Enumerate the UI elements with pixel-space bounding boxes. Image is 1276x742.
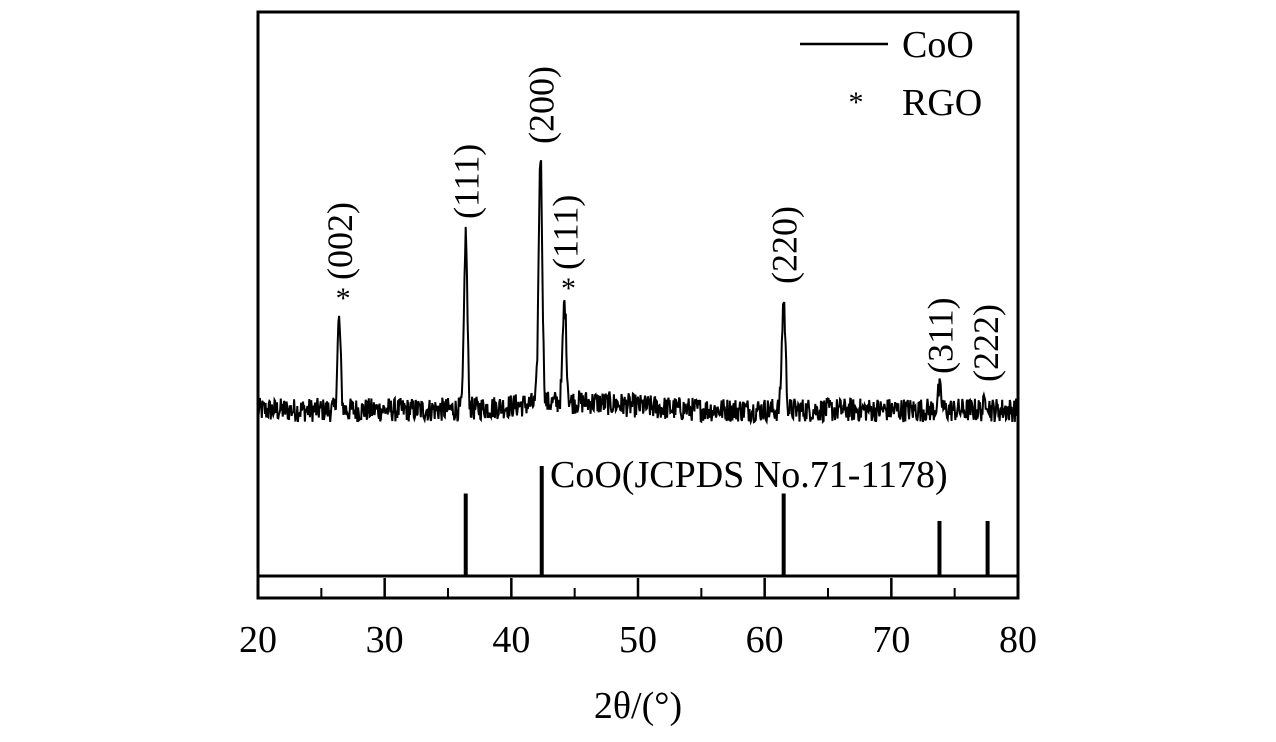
x-tick-label: 50 [619, 619, 657, 661]
reference-label: CoO(JCPDS No.71-1178) [550, 454, 948, 496]
legend-label-rgo: RGO [902, 82, 982, 124]
peak-label: (220) [765, 206, 805, 284]
plot-layer: 20 30 40 50 60 70 80 2θ/(°) CoO(JCPDS No.71-1178… [239, 10, 1037, 727]
rgo-star-marker: * [561, 272, 576, 305]
peak-label: (222) [966, 304, 1006, 382]
x-tick-label: 20 [239, 619, 277, 661]
rgo-star-marker: * [336, 282, 351, 315]
x-tick-label: 60 [746, 619, 784, 661]
legend-label-coo: CoO [902, 24, 974, 66]
x-tick-label: 80 [999, 619, 1037, 661]
peak-label: (002) [320, 202, 360, 280]
peak-label: (111) [546, 195, 586, 270]
peak-label: (311) [920, 297, 960, 374]
legend-star-marker: * [849, 86, 864, 119]
x-tick-label: 40 [492, 619, 530, 661]
peak-label: (111) [447, 144, 487, 219]
x-tick-label: 70 [872, 619, 910, 661]
x-axis-title: 2θ/(°) [594, 685, 682, 727]
peak-label: (200) [521, 66, 561, 144]
xrd-pattern-line [257, 160, 1019, 426]
x-tick-label: 30 [366, 619, 404, 661]
